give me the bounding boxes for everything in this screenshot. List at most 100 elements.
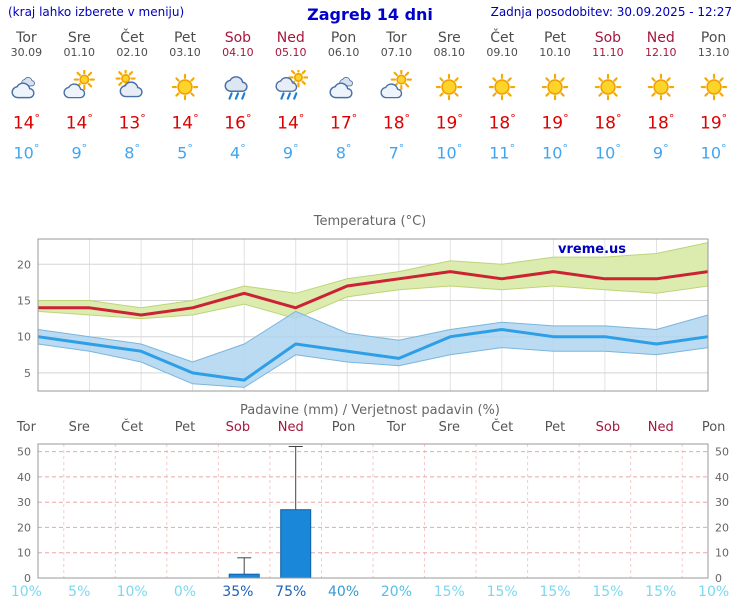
day-date: 01.10 bbox=[63, 46, 96, 59]
precip-probability: 5% bbox=[68, 583, 91, 600]
precip-probability: 15% bbox=[645, 583, 677, 600]
temp-min: 11° bbox=[489, 141, 516, 162]
temp-max: 18° bbox=[488, 112, 516, 134]
temperature-chart-section: Temperatura (°C) vreme.us 5 10 15 20 bbox=[0, 214, 740, 399]
temperature-chart: 5 10 15 20 bbox=[0, 231, 740, 399]
precip-probability: 35% bbox=[222, 583, 254, 600]
temp-min: 7° bbox=[388, 141, 405, 162]
sunny-icon bbox=[529, 67, 582, 107]
day-date: 05.10 bbox=[274, 46, 307, 59]
svg-text:0: 0 bbox=[24, 572, 31, 584]
day-date: 06.10 bbox=[327, 46, 360, 59]
day-name: Pet bbox=[544, 30, 567, 46]
precip-day-label: Sob bbox=[225, 419, 251, 435]
day-column[interactable]: Čet 09.10 18° 11° bbox=[476, 30, 529, 162]
temp-min: 9° bbox=[282, 141, 299, 162]
day-name: Tor bbox=[16, 30, 37, 46]
day-column[interactable]: Tor 30.09 14° 10° bbox=[0, 30, 53, 162]
temp-min: 9° bbox=[652, 141, 669, 162]
cloudy-icon bbox=[317, 67, 370, 107]
precip-probability: 15% bbox=[486, 583, 518, 600]
precip-day-label-row: Tor Sre Čet Pet Sob Ned Pon Tor Sre Čet Pet Sob Ned P… bbox=[0, 420, 740, 438]
day-name: Pon bbox=[700, 30, 727, 46]
day-name: Tor bbox=[386, 30, 407, 46]
svg-text:10: 10 bbox=[715, 547, 729, 560]
precip-day-label: Sre bbox=[438, 419, 460, 435]
day-column[interactable]: Pon 13.10 19° 10° bbox=[687, 30, 740, 162]
temp-max: 14° bbox=[277, 112, 305, 134]
day-column[interactable]: Čet 02.10 13° 8° bbox=[106, 30, 159, 162]
svg-text:10: 10 bbox=[17, 331, 31, 344]
day-date: 30.09 bbox=[10, 46, 43, 59]
svg-text:50: 50 bbox=[715, 446, 729, 459]
day-column[interactable]: Sre 08.10 19° 10° bbox=[423, 30, 476, 162]
precip-day-label: Pet bbox=[174, 419, 196, 435]
svg-text:20: 20 bbox=[17, 258, 31, 271]
svg-text:50: 50 bbox=[17, 446, 31, 459]
day-date: 07.10 bbox=[380, 46, 413, 59]
sunny-icon bbox=[687, 67, 740, 107]
temp-max: 16° bbox=[224, 112, 252, 134]
day-column[interactable]: Sob 11.10 18° 10° bbox=[581, 30, 634, 162]
day-name: Ned bbox=[276, 30, 305, 46]
precip-day-label: Pon bbox=[331, 419, 356, 435]
sunny-icon bbox=[159, 67, 212, 107]
temp-min: 4° bbox=[230, 141, 246, 162]
temp-min: 8° bbox=[124, 141, 140, 162]
precip-probability-row: 10% 5% 10% 0% 35% 75% 40% 20% 15% 15% 15% 15% 15% 10% bbox=[0, 584, 740, 600]
day-column[interactable]: Pet 10.10 19° 10° bbox=[529, 30, 582, 162]
sunny-icon bbox=[634, 67, 687, 107]
day-column[interactable]: Pet 03.10 14° 5° bbox=[159, 30, 212, 162]
day-column[interactable]: Sre 01.10 14° 9° bbox=[53, 30, 106, 162]
forecast-strip: Tor 30.09 14° 10° Sre 01.10 14° 9° Čet 0… bbox=[0, 30, 740, 162]
temp-min: 8° bbox=[335, 141, 352, 162]
temp-min: 10° bbox=[700, 141, 727, 162]
day-date: 13.10 bbox=[697, 46, 730, 59]
svg-text:10: 10 bbox=[17, 547, 31, 560]
precipitation-chart: 0 0 10 10 20 20 30 30 40 40 50 50 bbox=[0, 438, 740, 584]
precip-day-label: Ned bbox=[277, 419, 304, 435]
precip-day-label: Pon bbox=[701, 419, 726, 435]
day-column[interactable]: Tor 07.10 18° 7° bbox=[370, 30, 423, 162]
rain-icon bbox=[211, 67, 264, 107]
day-column[interactable]: Ned 12.10 18° 9° bbox=[634, 30, 687, 162]
temp-min: 5° bbox=[177, 141, 193, 162]
page-title: Zagreb 14 dni bbox=[307, 5, 433, 24]
precip-probability: 15% bbox=[433, 583, 465, 600]
day-column[interactable]: Ned 05.10 14° 9° bbox=[264, 30, 317, 162]
precip-probability: 15% bbox=[539, 583, 571, 600]
day-date: 12.10 bbox=[644, 46, 677, 59]
day-name: Čet bbox=[490, 30, 515, 46]
temp-max: 14° bbox=[12, 112, 40, 134]
svg-text:20: 20 bbox=[17, 521, 31, 534]
precip-day-label: Tor bbox=[386, 419, 406, 435]
temp-min: 9° bbox=[71, 141, 88, 162]
precip-probability: 15% bbox=[592, 583, 624, 600]
temp-max: 14° bbox=[65, 112, 93, 134]
day-column[interactable]: Pon 06.10 17° 8° bbox=[317, 30, 370, 162]
temperature-chart-title: Temperatura (°C) bbox=[313, 213, 427, 229]
vreme-us-watermark-link[interactable]: vreme.us bbox=[558, 241, 626, 257]
partly-sunny-icon bbox=[370, 67, 423, 107]
cloudy-icon bbox=[0, 67, 53, 107]
temp-min: 10° bbox=[436, 141, 463, 162]
svg-text:30: 30 bbox=[715, 496, 729, 509]
temp-max: 13° bbox=[118, 112, 146, 134]
day-name: Sob bbox=[224, 30, 252, 46]
precip-probability: 75% bbox=[275, 583, 307, 600]
svg-text:5: 5 bbox=[24, 367, 31, 380]
day-name: Sre bbox=[437, 30, 461, 46]
day-date: 02.10 bbox=[116, 46, 148, 59]
precip-day-label: Sob bbox=[595, 419, 621, 435]
day-column[interactable]: Sob 04.10 16° 4° bbox=[211, 30, 264, 162]
sunny-icon bbox=[423, 67, 476, 107]
precip-probability: 10% bbox=[10, 583, 42, 600]
sunny-icon bbox=[581, 67, 634, 107]
temp-min: 10° bbox=[13, 141, 40, 162]
precipitation-chart-title: Padavine (mm) / Verjetnost padavin (%) bbox=[240, 402, 500, 418]
precip-day-label: Sre bbox=[68, 419, 90, 435]
partly-sunny-icon bbox=[53, 67, 106, 107]
svg-text:40: 40 bbox=[17, 471, 31, 484]
precip-day-label: Čet bbox=[121, 419, 144, 435]
day-date: 08.10 bbox=[433, 46, 466, 59]
